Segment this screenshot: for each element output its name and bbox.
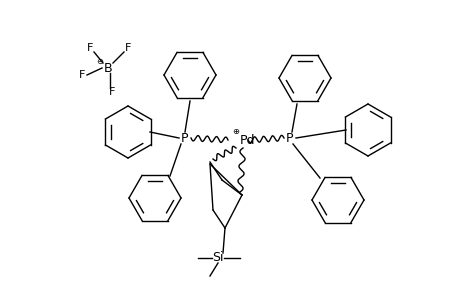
- Text: Pd: Pd: [240, 134, 255, 146]
- Text: Si: Si: [212, 251, 223, 265]
- Text: F: F: [87, 43, 93, 53]
- Text: ⊕: ⊕: [232, 128, 239, 136]
- Text: ⊖: ⊖: [96, 56, 103, 65]
- Text: P: P: [285, 131, 293, 145]
- Text: F: F: [109, 87, 115, 97]
- Text: B: B: [103, 61, 112, 74]
- Text: P: P: [181, 131, 188, 145]
- Text: F: F: [78, 70, 85, 80]
- Text: F: F: [124, 43, 131, 53]
